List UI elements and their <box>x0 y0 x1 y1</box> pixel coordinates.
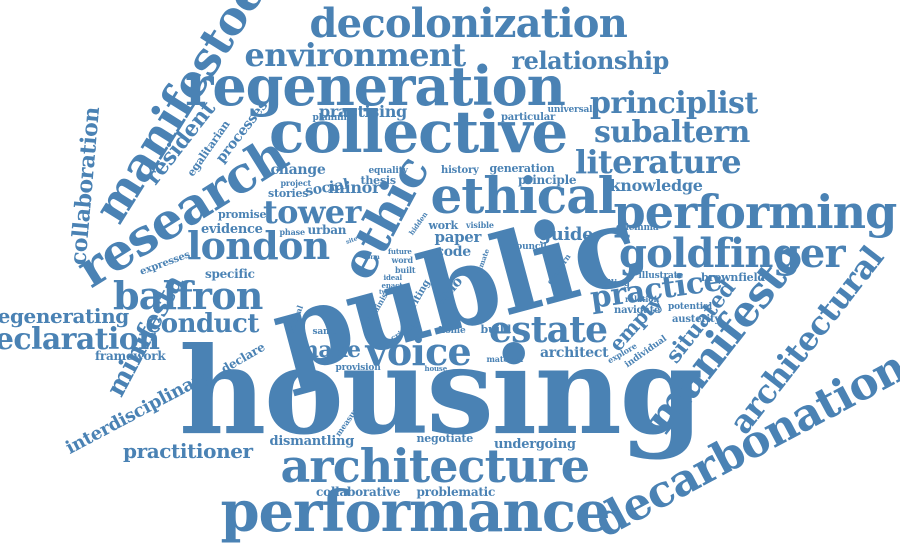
word-practitioner: practitioner <box>123 439 253 463</box>
word-type: type <box>379 289 393 296</box>
word-tower: tower <box>263 193 361 231</box>
word-build: build <box>480 322 512 336</box>
word-estate: estate <box>489 309 608 351</box>
word-minor: minor <box>328 178 381 197</box>
word-performance: performance <box>220 479 611 545</box>
word-future: future <box>388 246 412 256</box>
word-planning: planning <box>312 112 357 123</box>
word-regeneration: regeneration <box>185 54 566 118</box>
word-literature: literature <box>575 143 742 181</box>
word-illustrate: illustrate <box>638 270 684 281</box>
word-enact: enact <box>381 280 403 290</box>
word-architect: architect <box>540 345 609 361</box>
word-house: house <box>424 363 448 373</box>
word-negotiate: negotiate <box>416 431 474 445</box>
word-project: project <box>280 178 312 188</box>
word-paper: paper <box>434 227 482 246</box>
word-visible: visible <box>466 220 494 230</box>
word-particular: particular <box>501 112 556 123</box>
word-provision: provision <box>335 362 381 373</box>
word-thesis: thesis <box>360 173 397 187</box>
word-built: built <box>395 265 416 275</box>
word-dismantling: dismantling <box>269 433 355 449</box>
word-universal: universal <box>547 104 593 115</box>
word-principlist: principlist <box>590 86 758 121</box>
word-council: council <box>511 241 547 252</box>
word-framework: framework <box>95 349 166 363</box>
word-relationship: relationship <box>511 46 670 75</box>
word-samuel: samuel <box>312 326 348 337</box>
word-word: word <box>391 255 414 265</box>
word-ideal: ideal <box>383 272 403 282</box>
word-relation: relation <box>625 294 660 304</box>
word-conduct: conduct <box>145 309 260 339</box>
word-undergoing: undergoing <box>494 436 576 452</box>
word-knowledge: knowledge <box>609 176 703 195</box>
word-ethical: ethical <box>430 166 617 225</box>
word-generation: generation <box>489 161 555 175</box>
word-dilemma: dilemma <box>616 222 659 233</box>
word-principle: principle <box>518 173 577 187</box>
word-brownfield: brownfield <box>701 270 765 284</box>
word-balfron: balfron <box>113 273 263 318</box>
word-architecture: architecture <box>280 439 591 493</box>
word-specific: specific <box>205 267 255 281</box>
word-telling: telling <box>598 278 630 289</box>
word-potential: potential <box>668 301 712 312</box>
word-subaltern: subaltern <box>594 115 750 150</box>
word-declaration: declaration <box>0 322 160 357</box>
word-austerity: austerity <box>672 314 721 325</box>
word-goldfinger: goldfinger <box>619 230 846 277</box>
word-voice: voice <box>365 329 472 374</box>
word-make: make <box>295 337 361 363</box>
word-work: work <box>428 218 459 232</box>
word-regenerating: regenerating <box>0 304 129 328</box>
word-history: history <box>441 165 479 176</box>
word-code: code <box>435 244 472 260</box>
word-form: form <box>364 254 380 261</box>
word-stories: stories <box>268 186 309 200</box>
word-collaborative: collaborative <box>316 485 401 499</box>
word-problematic: problematic <box>416 485 496 499</box>
word-environment: environment <box>244 36 467 74</box>
word-phase: phase <box>279 227 306 237</box>
word-performing: performing <box>613 185 898 239</box>
word-guide: guide <box>538 224 594 245</box>
word-promise: promise <box>218 207 267 221</box>
word-decolonization: decolonization <box>309 0 628 47</box>
word-home: home <box>438 325 466 336</box>
word-london: london <box>187 223 330 268</box>
word-material: material <box>486 354 524 364</box>
word-navigate: navigate <box>614 305 661 316</box>
word-collective: collective <box>269 98 568 166</box>
word-equality: equality <box>368 165 408 176</box>
word-change: change <box>270 162 326 178</box>
word-urban: urban <box>307 223 347 237</box>
word-evidence: evidence <box>201 221 263 237</box>
word-practising: practising <box>319 102 407 121</box>
word-housing: housing <box>179 321 703 462</box>
